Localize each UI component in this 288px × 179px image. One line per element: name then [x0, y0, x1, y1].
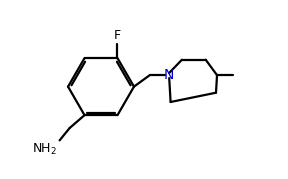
Text: F: F: [114, 29, 121, 42]
Text: NH$_2$: NH$_2$: [32, 142, 57, 158]
Text: N: N: [164, 68, 174, 82]
